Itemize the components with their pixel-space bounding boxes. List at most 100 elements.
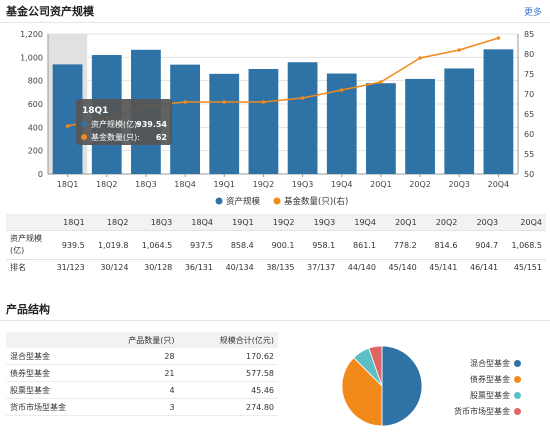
point-20Q2[interactable] bbox=[418, 56, 422, 60]
product-name: 混合型基金 bbox=[6, 348, 92, 365]
scale-chart[interactable]: 0 200 400 600 800 1,000 1,200 50 55 60 65 70 75 80 85 1… bbox=[0, 22, 550, 214]
more-link[interactable]: 更多 bbox=[523, 8, 542, 18]
stats-rank-row: 排名 31/123 30/124 30/128 36/131 40/134 38/135 3… bbox=[6, 259, 546, 274]
y-left-tick: 1,000 bbox=[20, 53, 43, 62]
tooltip-marker bbox=[81, 134, 87, 140]
product-count: 21 bbox=[91, 364, 179, 382]
product-count: 28 bbox=[91, 348, 179, 365]
stats-header-row: 18Q1 18Q2 18Q3 18Q4 19Q1 19Q2 19Q3 19Q4 20Q1 20Q2… bbox=[6, 214, 546, 231]
product-row: 混合型基金 28 170.62 bbox=[6, 348, 278, 365]
scale-value: 958.1 bbox=[298, 230, 340, 260]
point-18Q1[interactable] bbox=[65, 124, 70, 128]
rank-value: 37/137 bbox=[298, 259, 340, 274]
scale-value: 778.2 bbox=[379, 230, 421, 260]
legend-label-line[interactable]: 基金数量(只)(右) bbox=[284, 196, 348, 207]
y-right-tick: 80 bbox=[524, 50, 534, 59]
rank-value: 45/151 bbox=[502, 259, 546, 274]
pie-slice-0[interactable] bbox=[381, 345, 423, 427]
product-size: 577.58 bbox=[178, 364, 278, 382]
product-size: 45.46 bbox=[178, 381, 278, 399]
rank-value: 45/141 bbox=[420, 259, 462, 274]
bar-19Q1[interactable] bbox=[209, 73, 240, 174]
product-name: 货币市场型基金 bbox=[6, 398, 92, 416]
legend-label: 债券型基金 bbox=[470, 375, 510, 384]
section-title: 基金公司资产规模 bbox=[6, 5, 94, 18]
pie-slice-1[interactable] bbox=[341, 357, 383, 427]
x-tick-20Q4: 20Q4 bbox=[488, 180, 510, 189]
quarter-header: 19Q4 bbox=[339, 214, 380, 231]
bar-19Q2[interactable] bbox=[248, 68, 279, 174]
quarter-header: 18Q2 bbox=[88, 214, 133, 231]
product-pie-chart[interactable] bbox=[340, 344, 424, 428]
point-20Q3[interactable] bbox=[457, 48, 462, 52]
quarter-header: 20Q1 bbox=[379, 214, 421, 231]
rank-value: 38/135 bbox=[257, 259, 299, 274]
bar-19Q3[interactable] bbox=[287, 62, 318, 175]
product-col-count: 产品数量(只) bbox=[91, 332, 179, 348]
point-20Q1[interactable] bbox=[379, 80, 383, 84]
pie-slice-3[interactable] bbox=[368, 345, 383, 387]
legend-label: 混合型基金 bbox=[470, 359, 510, 368]
fund-scale-header: 基金公司资产规模 更多 bbox=[0, 0, 550, 23]
tooltip-value: 939.54 bbox=[136, 120, 167, 129]
scale-value: 861.1 bbox=[339, 230, 380, 260]
scale-value: 904.7 bbox=[461, 230, 503, 260]
product-count: 4 bbox=[91, 381, 179, 399]
section-title: 产品结构 bbox=[6, 303, 50, 316]
stats-table: 18Q1 18Q2 18Q3 18Q4 19Q1 19Q2 19Q3 19Q4 20Q1 20Q2… bbox=[6, 214, 546, 274]
product-name: 股票型基金 bbox=[6, 381, 92, 399]
y-left-tick: 0 bbox=[38, 170, 43, 179]
legend-label: 股票型基金 bbox=[470, 391, 510, 400]
x-tick-19Q4: 19Q4 bbox=[331, 180, 353, 189]
bar-20Q3[interactable] bbox=[444, 68, 475, 174]
legend-swatch-1 bbox=[514, 376, 521, 383]
quarter-header: 20Q3 bbox=[461, 214, 503, 231]
legend-item[interactable]: 股票型基金 bbox=[454, 388, 521, 404]
y-left-tick: 800 bbox=[28, 77, 43, 86]
x-tick-20Q1: 20Q1 bbox=[370, 180, 392, 189]
quarter-header: 18Q1 bbox=[48, 214, 89, 231]
product-size: 170.62 bbox=[178, 348, 278, 365]
scale-value: 814.6 bbox=[420, 230, 462, 260]
tooltip-box bbox=[76, 99, 172, 145]
legend-swatch-0 bbox=[514, 360, 521, 367]
scale-value: 900.1 bbox=[257, 230, 299, 260]
y-right-tick: 70 bbox=[524, 90, 534, 99]
bar-20Q1[interactable] bbox=[366, 83, 396, 174]
scale-value: 1,064.5 bbox=[132, 230, 177, 260]
point-18Q4[interactable] bbox=[183, 100, 187, 104]
legend-swatch-2 bbox=[514, 392, 521, 399]
x-tick-19Q2: 19Q2 bbox=[253, 180, 275, 189]
y-right-tick: 65 bbox=[524, 110, 534, 119]
product-count: 3 bbox=[91, 398, 179, 416]
point-20Q4[interactable] bbox=[496, 36, 501, 40]
product-table: 产品数量(只) 规模合计(亿元) 混合型基金 28 170.62 债券型基金 2… bbox=[6, 332, 278, 416]
y-right-tick: 85 bbox=[524, 30, 534, 39]
scale-row-label: 资产规模(亿) bbox=[6, 230, 48, 260]
rank-value: 40/134 bbox=[217, 259, 258, 274]
bar-20Q2[interactable] bbox=[405, 78, 435, 174]
tooltip-label: 基金数量(只): bbox=[91, 132, 140, 142]
point-19Q1[interactable] bbox=[222, 100, 227, 104]
legend-label-bar[interactable]: 资产规模 bbox=[226, 196, 261, 207]
x-tick-20Q2: 20Q2 bbox=[409, 180, 431, 189]
tooltip-title: 18Q1 bbox=[82, 106, 108, 116]
bar-20Q4[interactable] bbox=[483, 49, 514, 174]
point-19Q3[interactable] bbox=[300, 96, 305, 100]
y-left-tick: 200 bbox=[28, 147, 43, 156]
x-tick-18Q1: 18Q1 bbox=[57, 180, 79, 189]
tooltip-marker bbox=[81, 121, 87, 127]
stats-corner bbox=[6, 214, 48, 231]
product-row: 债券型基金 21 577.58 bbox=[6, 364, 278, 382]
x-tick-18Q4: 18Q4 bbox=[174, 180, 196, 189]
rank-value: 30/124 bbox=[88, 259, 133, 274]
y-right-tick: 75 bbox=[524, 70, 534, 79]
point-19Q2[interactable] bbox=[261, 100, 266, 104]
legend-item[interactable]: 货币市场型基金 bbox=[454, 404, 521, 420]
quarter-header: 20Q4 bbox=[502, 214, 546, 231]
y-right-tick: 55 bbox=[524, 150, 534, 159]
legend-item[interactable]: 混合型基金 bbox=[454, 356, 521, 372]
bar-18Q4[interactable] bbox=[170, 64, 200, 174]
point-19Q4[interactable] bbox=[339, 88, 344, 92]
legend-item[interactable]: 债券型基金 bbox=[454, 372, 521, 388]
